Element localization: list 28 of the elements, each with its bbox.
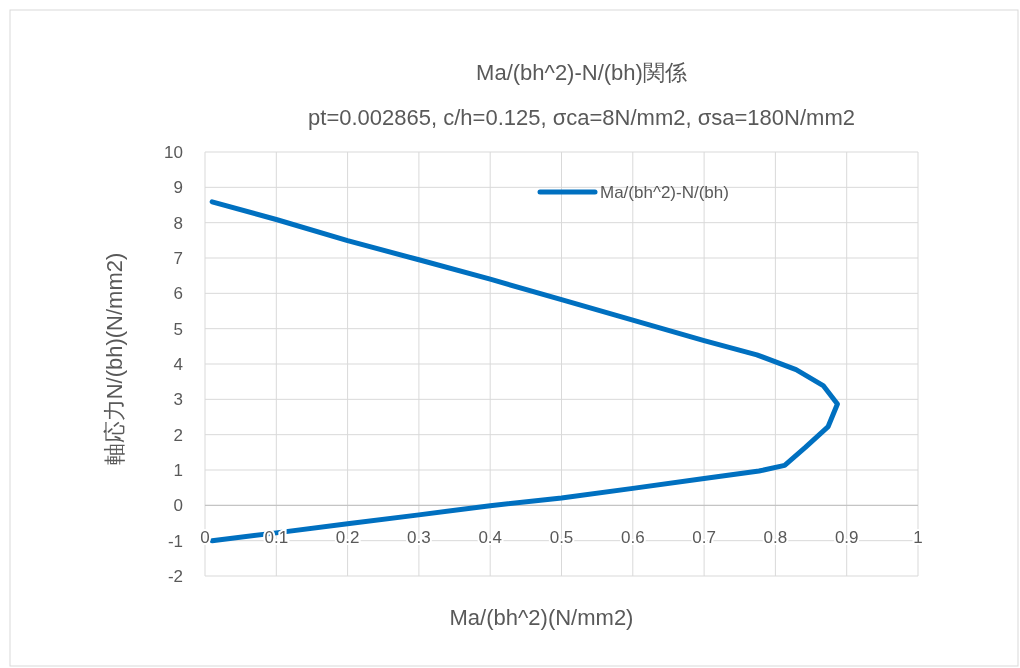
y-tick-label: 10 — [164, 142, 183, 162]
x-tick-label: 1 — [913, 528, 923, 548]
chart-title: Ma/(bh^2)-N/(bh)関係 — [476, 60, 687, 85]
x-tick-label: 0.5 — [549, 528, 574, 548]
y-tick-label: 3 — [173, 390, 183, 410]
x-tick-label: 0.2 — [335, 528, 360, 548]
x-tick-label: 0.4 — [478, 528, 503, 548]
x-axis-title: Ma/(bh^2)(N/mm2) — [449, 605, 634, 630]
x-tick-label: 0.3 — [407, 528, 431, 548]
y-tick-label: -1 — [167, 531, 183, 551]
y-tick-label: 7 — [173, 248, 183, 268]
y-tick-label: 4 — [173, 354, 183, 374]
y-tick-label: -2 — [167, 566, 183, 586]
x-tick-label: 0.9 — [834, 528, 859, 548]
x-tick-label: 0 — [200, 528, 210, 548]
chart-subtitle: pt=0.002865, c/h=0.125, σca=8N/mm2, σsa=180N/mm2 — [308, 105, 855, 130]
y-tick-label: 1 — [173, 460, 183, 480]
y-tick-label: 5 — [173, 319, 183, 339]
y-tick-label: 9 — [173, 178, 183, 198]
y-axis-title: 軸応力N/(bh)(N/mm2) — [102, 252, 127, 466]
y-tick-label: 0 — [173, 496, 183, 516]
y-tick-label: 8 — [173, 213, 183, 233]
x-tick-label: 0.7 — [692, 528, 716, 548]
x-tick-label: 0.8 — [763, 528, 788, 548]
legend-label: Ma/(bh^2)-N/(bh) — [600, 182, 729, 202]
y-tick-label: 6 — [173, 284, 183, 304]
x-tick-label: 0.6 — [620, 528, 645, 548]
y-tick-label: 2 — [173, 425, 183, 445]
